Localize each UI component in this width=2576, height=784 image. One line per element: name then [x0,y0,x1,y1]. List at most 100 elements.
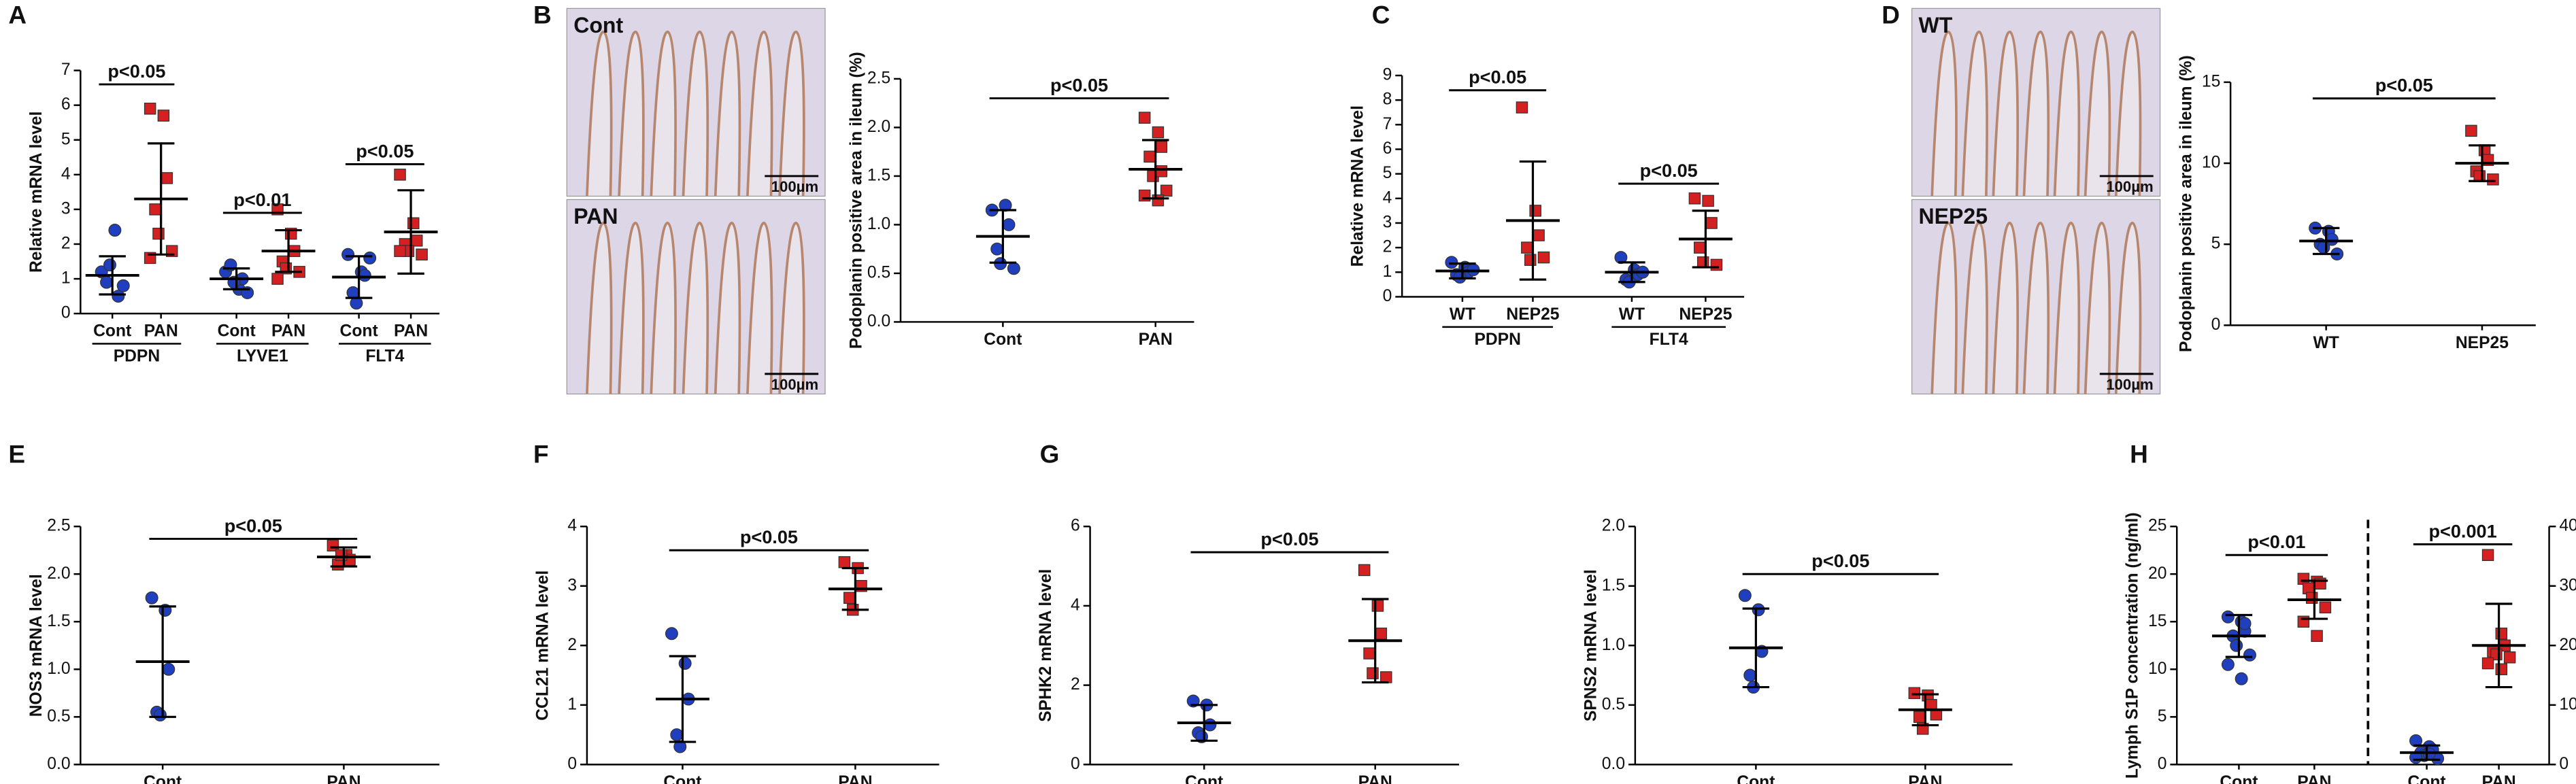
data-point [1155,141,1168,153]
significance-label: p<0.05 [1260,528,1318,549]
y-tick-label: 2 [61,234,71,252]
data-point [116,279,130,292]
panel-letter: G [1040,440,1060,468]
y-tick-label: 1.0 [867,215,890,233]
y-tick-label: 0 [61,304,71,322]
data-point [1529,205,1541,217]
error-bar [2413,744,2441,761]
error-bar [989,209,1017,264]
y-tick-label: 10 [2202,154,2220,172]
y2-tick-label: 200 [2559,636,2576,654]
group-label: LYVE1 [237,347,288,366]
panel-letter: E [8,440,25,468]
villus [2022,31,2050,197]
error-bar [1190,704,1218,742]
x-tick-label: NEP25 [1679,305,1732,324]
x-tick-label: NEP25 [2456,334,2509,352]
y-tick-label: 25 [2148,517,2167,535]
data-point [416,248,428,261]
y-tick-label: 5 [2211,235,2221,253]
x-tick-label: Cont [984,330,1022,349]
data-point [2221,610,2235,624]
villus [2084,31,2111,197]
x-tick-label: Cont [144,773,182,784]
y-axis-title: Podoplanin positive area in ileum (%) [2177,55,2196,352]
data-point [1533,229,1545,241]
villus [1992,222,2020,394]
data-point [2238,617,2252,630]
y-axis-title: Podoplanin positive area in ileum (%) [847,52,865,349]
villus [1930,31,1958,197]
y-tick-label: 0 [2211,316,2221,334]
data-point [1143,150,1156,163]
error-bar [397,189,424,275]
data-point [2243,648,2256,662]
x-tick-label: PAN [1139,330,1173,349]
y-tick-label: 7 [1383,115,1392,133]
data-point [100,275,114,289]
data-point [1694,241,1706,254]
y-tick-label: 3 [567,576,577,594]
data-point [1913,711,1926,723]
data-point [162,662,175,676]
y-axis-title: NOS3 mRNA level [27,574,46,717]
significance-label: p<0.05 [224,515,282,536]
villus [746,222,773,394]
x-tick-label: PAN [1358,773,1392,784]
y-tick-label: 0.5 [1602,695,1625,713]
y-tick-label: 2.5 [47,517,70,535]
y-tick-label: 9 [1383,66,1392,84]
data-point [161,172,173,184]
villus [778,222,805,394]
y-tick-label: 0 [567,755,577,773]
villus [2114,222,2142,394]
data-point [1152,126,1165,139]
villus [1961,222,1988,394]
data-point [410,235,423,247]
x-tick-label: PAN [271,322,305,341]
y-tick-label: 4 [61,165,71,183]
significance-label: p<0.01 [233,189,291,210]
y-tick-label: 5 [1383,164,1392,182]
x-tick-label: Cont [1737,773,1775,784]
significance-label: p<0.001 [2428,520,2496,541]
villus [2114,31,2142,197]
micrograph-border [566,7,826,197]
x-tick-label: PAN [2297,773,2331,784]
data-point [103,258,116,272]
significance-label: p<0.05 [107,61,165,82]
data-point [2465,124,2477,137]
data-point [1688,192,1701,205]
y2-tick-label: 100 [2559,695,2576,713]
y-tick-label: 4 [567,517,577,535]
panel-letter: B [533,1,552,29]
y-tick-label: 1 [61,269,71,288]
data-point [341,248,355,261]
micrograph-border [566,199,826,395]
y-tick-label: 1.0 [47,660,70,678]
data-point [2503,651,2516,664]
data-point [2487,173,2499,186]
error-bar [1142,139,1169,200]
error-bar [1742,607,1770,689]
panel-letter: H [2130,440,2148,468]
data-point [1367,667,1379,679]
data-point [2311,630,2323,643]
significance-label: p<0.05 [2375,75,2433,96]
data-point [1524,254,1537,266]
group-label: PDPN [1474,330,1520,349]
x-tick-label: Cont [340,322,378,341]
y-tick-label: 2.5 [867,69,890,87]
image-label: WT [1919,13,1953,37]
y-tick-label: 1.5 [1602,576,1625,594]
x-tick-label: Cont [218,322,256,341]
error-bar [1449,262,1476,279]
y-tick-label: 6 [1383,139,1392,158]
data-point [990,242,1004,256]
data-point [1358,564,1371,577]
y-tick-label: 2.0 [47,564,70,583]
data-point [843,592,856,604]
y-axis-title: Lymph S1P concentration (ng/ml) [2124,513,2142,779]
data-point [1908,687,1921,700]
error-bar [2485,602,2513,689]
